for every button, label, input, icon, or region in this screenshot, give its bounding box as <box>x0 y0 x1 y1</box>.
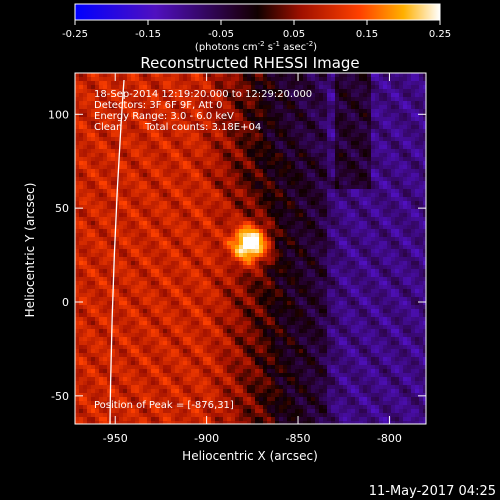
colorbar-unit-label: (photons cm-2 s-1 asec-2) <box>195 40 317 53</box>
x-axis-label: Heliocentric X (arcsec) <box>182 449 318 463</box>
y-tick-label: 100 <box>48 108 69 121</box>
axis-ticks: -950 -900 -850 -800 -50 0 50 100 <box>48 73 426 445</box>
heatmap-image <box>75 73 426 424</box>
time-range-text: 18-Sep-2014 12:19:20.000 to 12:29:20.000 <box>94 89 312 100</box>
x-tick-label: -850 <box>286 432 311 445</box>
chart-title: Reconstructed RHESSI Image <box>140 54 359 72</box>
colorbar-tick-label: 0.25 <box>429 29 451 40</box>
colorbar-tick-label: -0.05 <box>208 29 234 40</box>
total-counts-text: Total counts: 3.18E+04 <box>144 122 261 133</box>
colorbar-tick-label: 0.15 <box>356 29 378 40</box>
peak-position-text: Position of Peak = [-876,31] <box>94 400 234 411</box>
detectors-text: Detectors: 3F 6F 9F, Att 0 <box>94 100 222 111</box>
x-tick-label: -900 <box>194 432 219 445</box>
x-tick-label: -800 <box>377 432 402 445</box>
colorbar <box>74 3 441 21</box>
solar-limb-line <box>109 79 125 424</box>
colorbar-tick-label: -0.25 <box>62 29 88 40</box>
colorbar-tick-label: -0.15 <box>135 29 161 40</box>
clean-text: Clean <box>94 122 122 133</box>
y-tick-label: 50 <box>55 202 69 215</box>
colorbar-ticks: -0.25 -0.15 -0.05 0.05 0.15 0.25 <box>62 20 451 40</box>
y-tick-label: -50 <box>51 390 69 403</box>
y-axis-label: Heliocentric Y (arcsec) <box>23 183 37 318</box>
colorbar-tick-label: 0.05 <box>283 29 305 40</box>
energy-range-text: Energy Range: 3.0 - 6.0 keV <box>94 111 234 122</box>
footer-timestamp: 11-May-2017 04:25 <box>369 484 496 499</box>
plot-frame <box>74 72 427 425</box>
y-tick-label: 0 <box>62 296 69 309</box>
x-tick-label: -950 <box>103 432 128 445</box>
